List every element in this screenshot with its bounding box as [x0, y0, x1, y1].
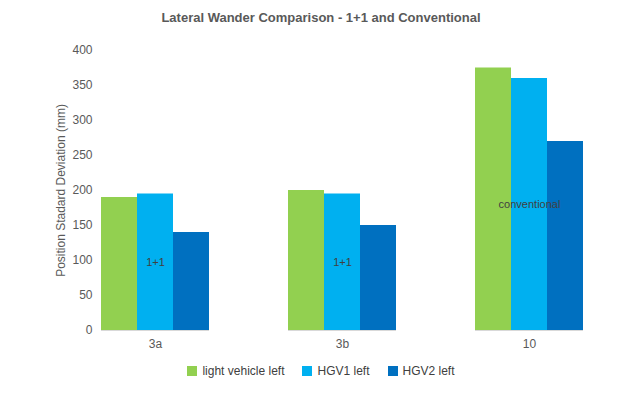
svg-text:10: 10	[523, 337, 537, 351]
svg-text:1+1: 1+1	[333, 256, 352, 268]
svg-text:3a: 3a	[149, 337, 163, 351]
html-text:HGV2 left: HGV2 left	[402, 364, 455, 378]
svg-text:0: 0	[86, 323, 93, 337]
svg-text:conventional: conventional	[499, 198, 561, 210]
svg-text:300: 300	[72, 113, 92, 127]
svg-text:250: 250	[72, 148, 92, 162]
svg-text:1+1: 1+1	[146, 256, 165, 268]
svg-text:400: 400	[72, 43, 92, 57]
svg-text:100: 100	[72, 253, 92, 267]
html-text:HGV1 left: HGV1 left	[317, 364, 370, 378]
html-text:Lateral Wander Comparison - 1+: Lateral Wander Comparison - 1+1 and Conv…	[161, 10, 481, 25]
html-text:light vehicle left: light vehicle left	[202, 364, 285, 378]
svg-text:150: 150	[72, 218, 92, 232]
svg-text:350: 350	[72, 78, 92, 92]
svg-text:50: 50	[79, 288, 93, 302]
svg-text:Position Stadard Deviation (mm: Position Stadard Deviation (mm)	[54, 104, 68, 277]
svg-text:3b: 3b	[336, 337, 350, 351]
svg-text:200: 200	[72, 183, 92, 197]
